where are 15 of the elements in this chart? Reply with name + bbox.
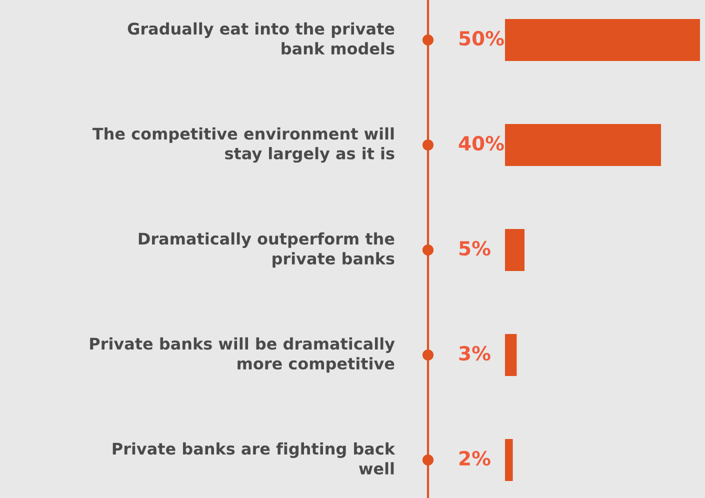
- y-tick-label: Private banks are fighting back well: [112, 442, 396, 475]
- bar: [505, 124, 661, 166]
- data-label: 2%: [460, 450, 490, 466]
- data-label: 3%: [459, 346, 490, 361]
- y-tick-label: Dramatically outperform the private banks: [138, 232, 394, 268]
- bar: [505, 229, 524, 271]
- y-tick-label: Gradually eat into the private bank models: [128, 22, 394, 55]
- bar: [505, 19, 700, 61]
- y-tick-label: Private banks will be dramatically more competitive: [90, 337, 395, 373]
- bar: [505, 439, 513, 481]
- data-label: 50%: [460, 30, 504, 46]
- data-label: 40%: [458, 136, 504, 151]
- y-tick-label: The competitive environment will stay largely as it is: [92, 127, 394, 163]
- data-label: 5%: [460, 240, 490, 256]
- bar: [505, 334, 517, 376]
